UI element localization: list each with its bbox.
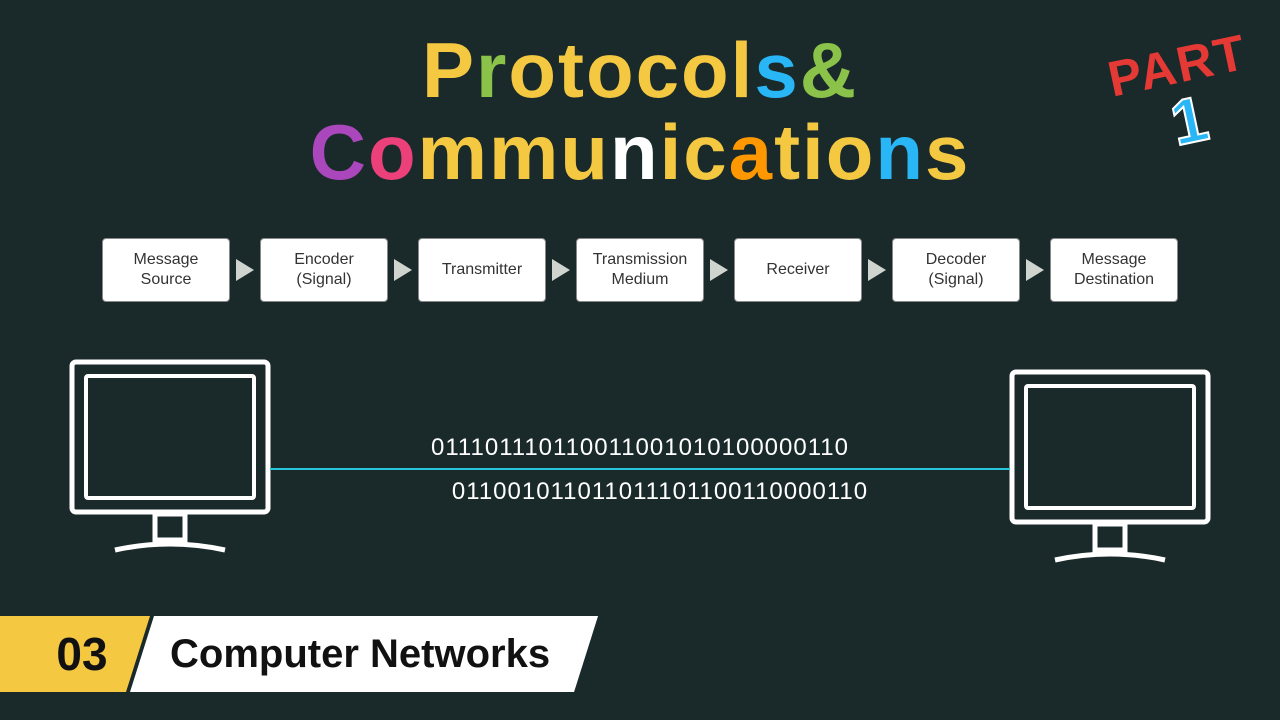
title-fragment: P <box>422 30 476 112</box>
flow-node: Encoder(Signal) <box>260 238 388 302</box>
flow-node-line2: (Signal) <box>899 270 1013 290</box>
title-line-2: Communications <box>0 112 1280 194</box>
title-fragment: r <box>476 30 508 112</box>
flow-node-line1: Transmitter <box>425 260 539 280</box>
binary-stream-bottom: 011001011011011101100110000110 <box>360 478 960 506</box>
flow-node-line1: Receiver <box>741 260 855 280</box>
flow-node: Decoder(Signal) <box>892 238 1020 302</box>
flow-node-line1: Transmission <box>583 250 697 270</box>
monitor-right-icon <box>1000 360 1220 580</box>
title-fragment: o <box>368 112 418 194</box>
flow-arrow-icon <box>236 259 254 281</box>
flow-node-line2: Source <box>109 270 223 290</box>
title-fragment: ic <box>660 112 729 194</box>
title-fragment: mmu <box>418 112 610 194</box>
flow-node: Receiver <box>734 238 862 302</box>
title-fragment: C <box>310 112 368 194</box>
title-fragment: n <box>875 112 925 194</box>
title-fragment: a <box>729 112 774 194</box>
flow-arrow-icon <box>868 259 886 281</box>
flow-node-line2: (Signal) <box>267 270 381 290</box>
flow-node: Transmitter <box>418 238 546 302</box>
title-fragment: s <box>925 112 970 194</box>
flow-arrow-icon <box>552 259 570 281</box>
flow-node-line2: Destination <box>1057 270 1171 290</box>
flow-node-line1: Message <box>109 250 223 270</box>
lesson-title: Computer Networks <box>130 616 598 692</box>
flow-arrow-icon <box>1026 259 1044 281</box>
flow-arrow-icon <box>394 259 412 281</box>
lesson-number: 03 <box>0 616 150 692</box>
title-fragment: s <box>754 30 799 112</box>
flowchart: MessageSourceEncoder(Signal)TransmitterT… <box>50 238 1230 302</box>
title-line-1: Protocols & <box>0 30 1280 112</box>
flow-node-line1: Encoder <box>267 250 381 270</box>
title: Protocols & Communications <box>0 30 1280 194</box>
flow-node: MessageDestination <box>1050 238 1178 302</box>
flow-node-line1: Message <box>1057 250 1171 270</box>
footer: 03 Computer Networks <box>0 616 598 692</box>
communication-diagram: 011101110110011001010100000110 011001011… <box>60 350 1220 610</box>
flow-node: MessageSource <box>102 238 230 302</box>
binary-stream-top: 011101110110011001010100000110 <box>320 434 960 462</box>
flow-node: TransmissionMedium <box>576 238 704 302</box>
flow-node-line2: Medium <box>583 270 697 290</box>
flow-arrow-icon <box>710 259 728 281</box>
title-fragment: n <box>610 112 660 194</box>
title-fragment: otocol <box>508 30 754 112</box>
title-fragment: tio <box>774 112 875 194</box>
title-fragment: & <box>800 30 858 112</box>
transmission-wire <box>270 468 1010 470</box>
flow-node-line1: Decoder <box>899 250 1013 270</box>
monitor-left-icon <box>60 350 280 570</box>
